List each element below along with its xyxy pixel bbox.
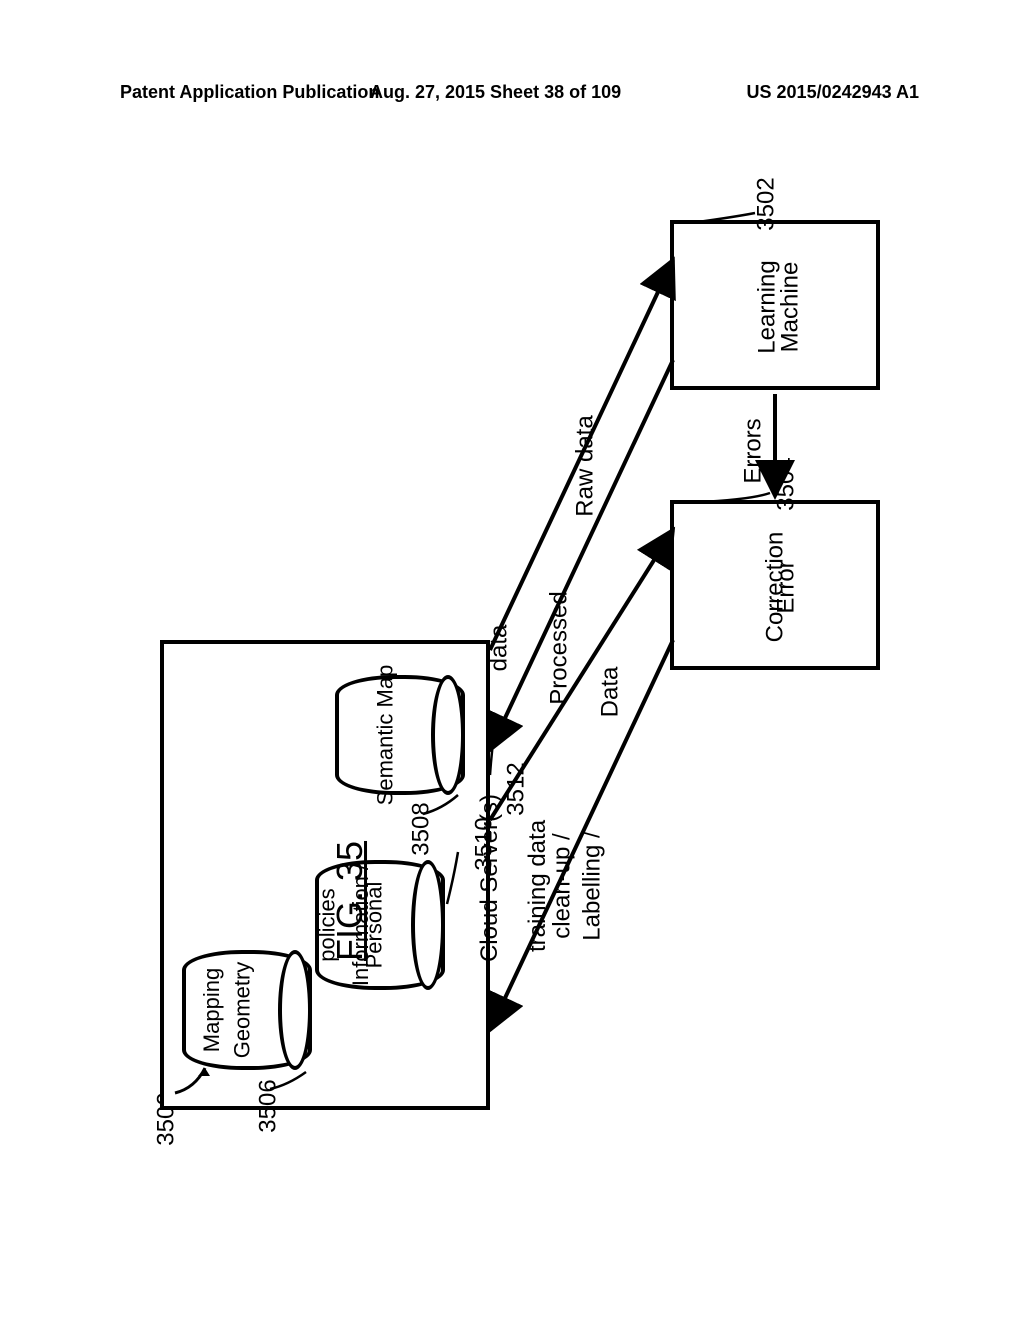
data-label: Data	[596, 667, 624, 718]
ref-3512: 3512	[503, 762, 531, 815]
labelling-label1: Labelling /	[579, 831, 607, 940]
errors-label: Errors	[740, 418, 768, 483]
figure-label: FIG. 35	[329, 841, 371, 961]
header-left: Patent Application Publication	[120, 82, 379, 103]
ec-label2: Correction	[761, 532, 789, 643]
geometry-mapping-label2: Mapping	[199, 968, 225, 1052]
cloud-server-label: Cloud Server(s)	[476, 778, 504, 978]
page-header: Patent Application Publication Aug. 27, …	[0, 82, 1024, 103]
geometry-mapping-label1: Geometry	[229, 962, 255, 1059]
processed-data-label2: data	[485, 625, 513, 672]
ml-label2: Learning	[754, 260, 782, 353]
ref-3506: 3506	[255, 1079, 283, 1132]
labelling-label2: clean-up /	[549, 833, 577, 938]
semantic-map-label: Semantic Map	[372, 665, 398, 806]
diagram: 3500 Cloud Server(s) 3512 Geometry Mappi…	[120, 200, 904, 1100]
header-center: Aug. 27, 2015 Sheet 38 of 109	[370, 82, 621, 103]
ref-3508: 3508	[408, 802, 436, 855]
processed-data-label1: Processed	[546, 591, 574, 704]
semantic-map-cylinder	[335, 675, 465, 795]
ref-3502: 3502	[753, 177, 781, 230]
header-right: US 2015/0242943 A1	[747, 82, 919, 103]
ref-3504: 3504	[773, 457, 801, 510]
labelling-label3: training data	[524, 820, 552, 952]
raw-data-label: Raw data	[572, 415, 600, 516]
ref-3510: 3510	[471, 817, 499, 870]
